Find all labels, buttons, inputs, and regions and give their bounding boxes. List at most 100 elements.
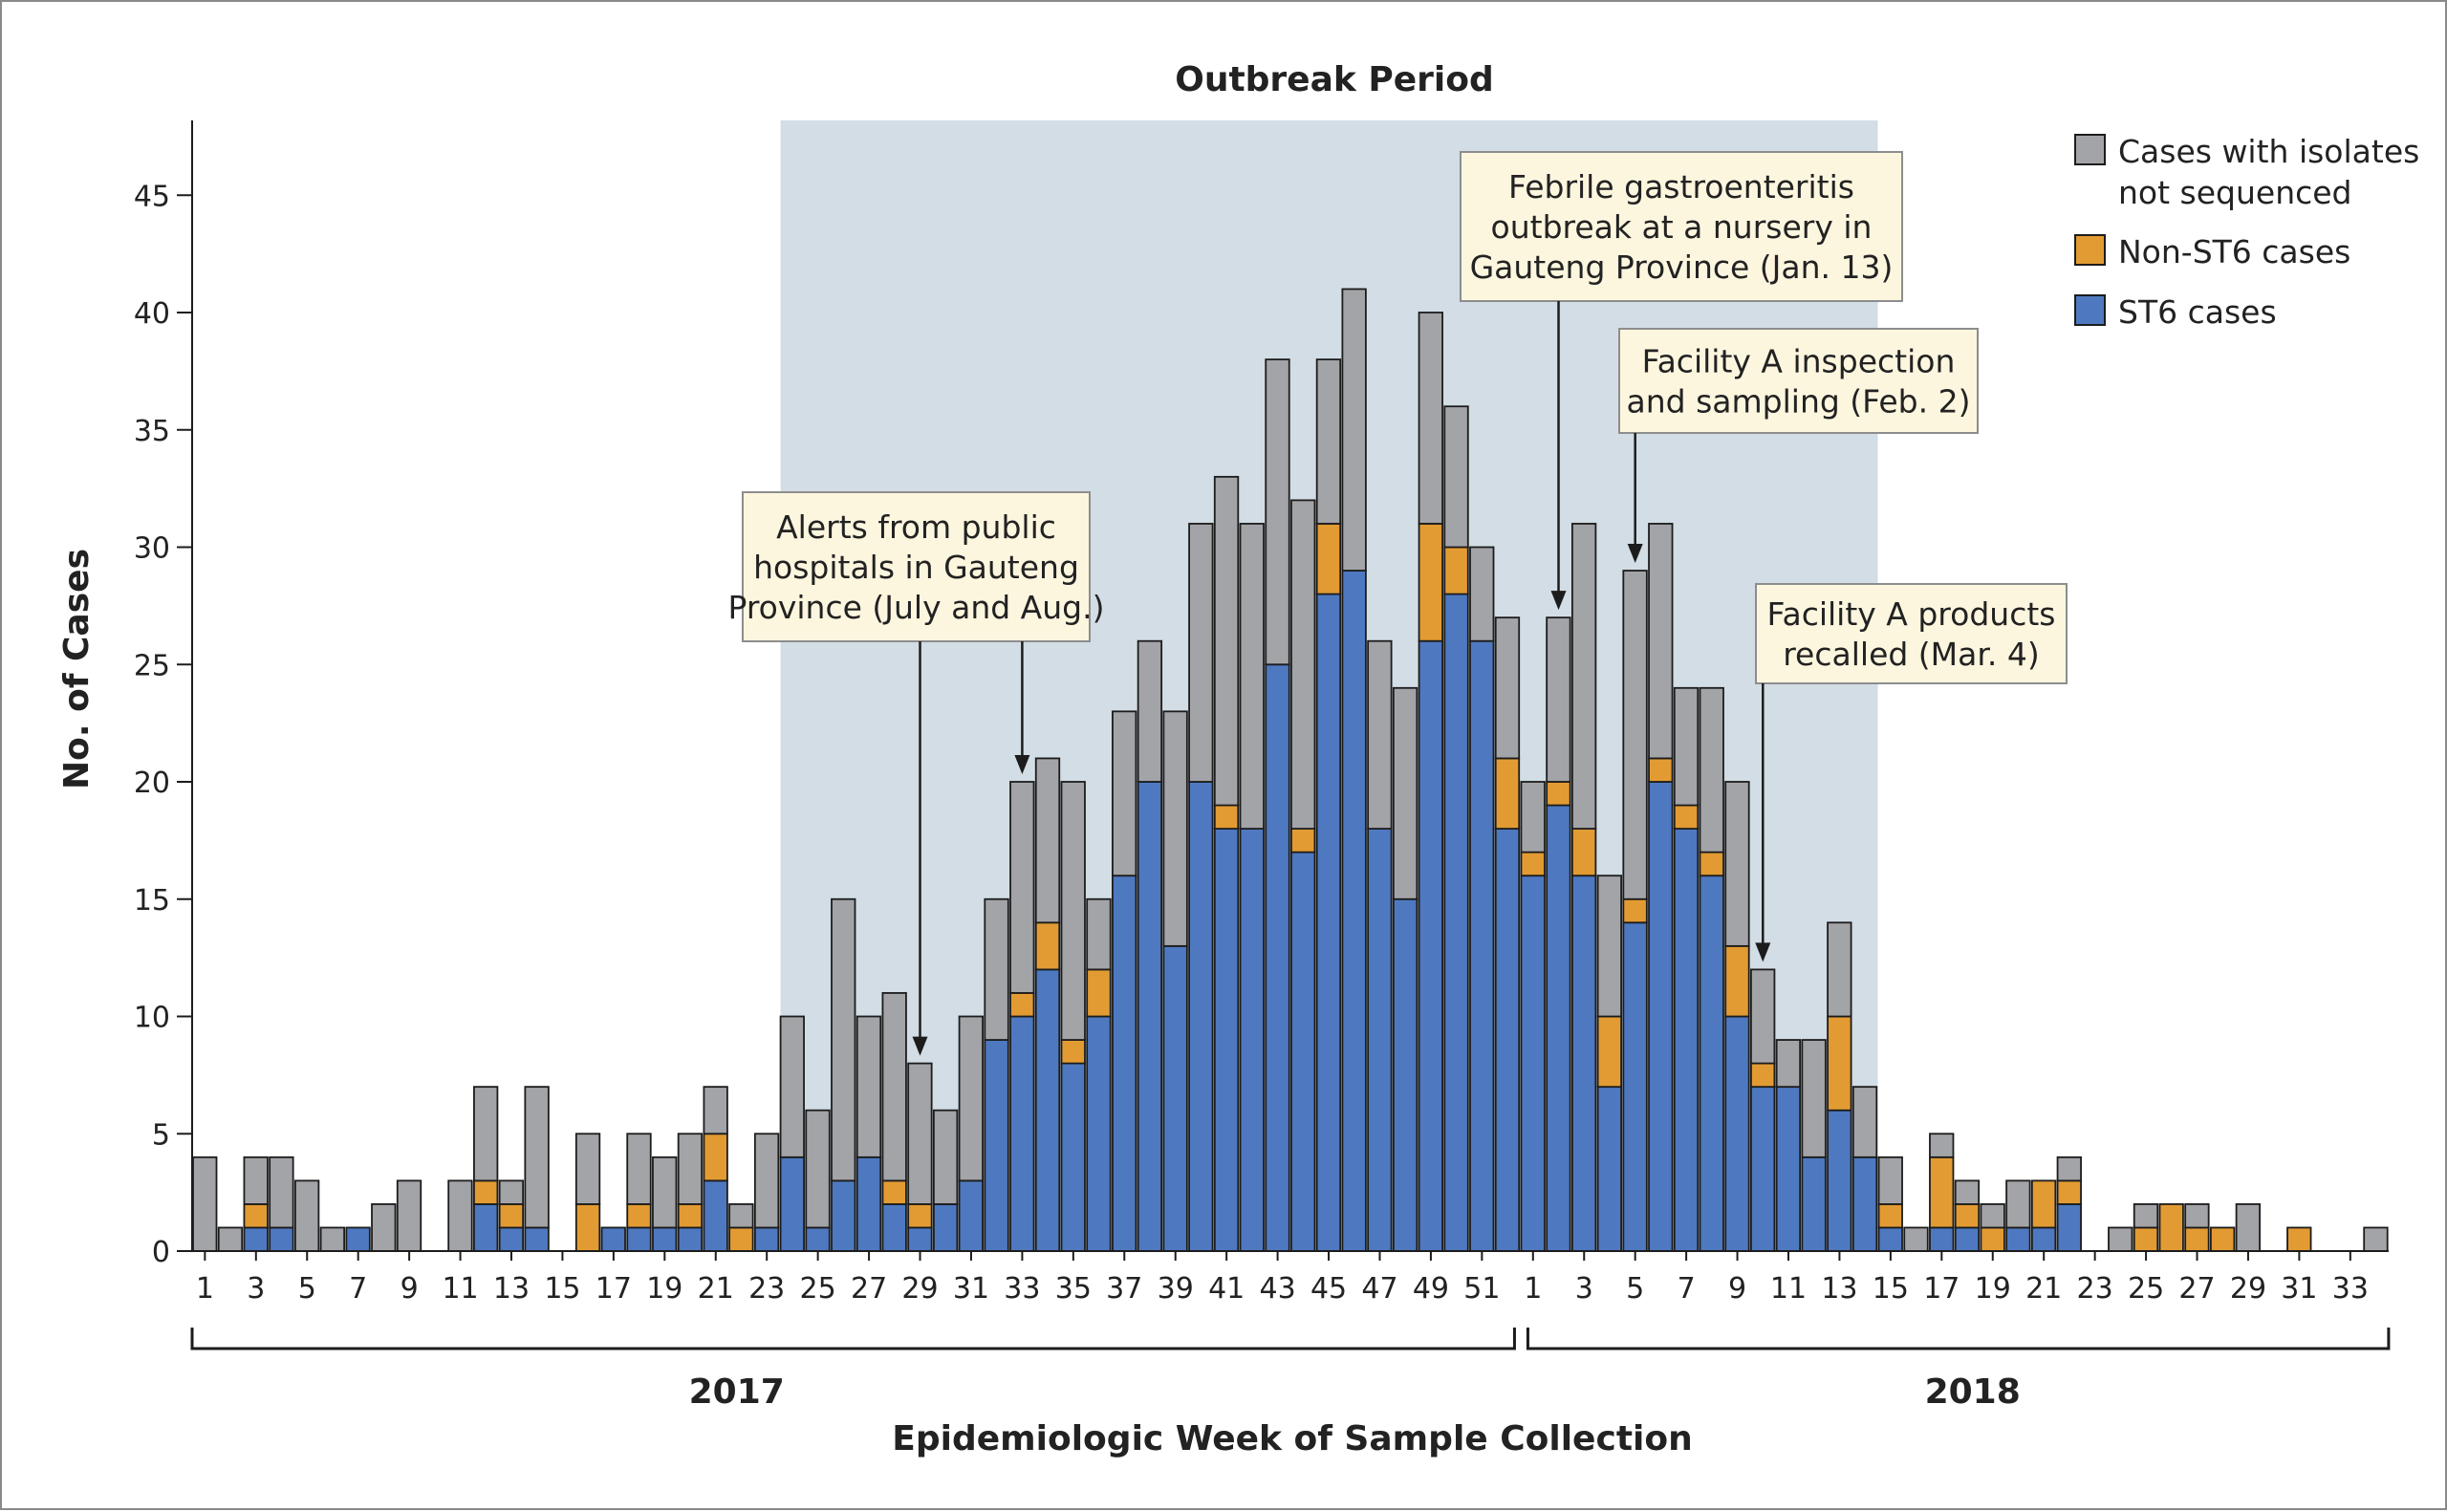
bar-st6 bbox=[1034, 968, 1061, 1252]
bar-not-sequenced bbox=[1494, 616, 1521, 760]
bar-st6 bbox=[1851, 1156, 1878, 1252]
bar-st6 bbox=[703, 1179, 728, 1252]
bar-not-sequenced bbox=[805, 1109, 831, 1229]
x-tick-label: 47 bbox=[1361, 1272, 1397, 1306]
y-tick-label: 45 bbox=[134, 180, 170, 213]
bar-not-sequenced bbox=[855, 1015, 882, 1158]
bar-st6 bbox=[779, 1156, 805, 1252]
y-tick-label: 0 bbox=[152, 1236, 170, 1269]
bar-not-sequenced bbox=[498, 1179, 525, 1205]
bar-not-sequenced bbox=[1137, 639, 1163, 783]
bar-non-st6 bbox=[2133, 1226, 2159, 1252]
bar-st6 bbox=[1367, 828, 1393, 1252]
legend-label: Cases with isolates bbox=[2118, 133, 2419, 170]
bar-non-st6 bbox=[677, 1203, 704, 1229]
bar-st6 bbox=[524, 1226, 550, 1252]
bar-non-st6 bbox=[1750, 1062, 1776, 1089]
bar-not-sequenced bbox=[293, 1179, 320, 1252]
bar-not-sequenced bbox=[1469, 546, 1495, 642]
bar-st6 bbox=[652, 1226, 678, 1252]
annotation-arrowhead bbox=[1627, 544, 1643, 564]
bar-non-st6 bbox=[881, 1179, 907, 1205]
x-tick-label: 51 bbox=[1463, 1272, 1500, 1306]
bar-not-sequenced bbox=[1596, 875, 1622, 1018]
bar-non-st6 bbox=[1724, 944, 1750, 1018]
annotation-text: and sampling (Feb. 2) bbox=[1627, 383, 1971, 421]
bar-not-sequenced bbox=[1315, 358, 1342, 525]
bar-st6 bbox=[1213, 828, 1240, 1252]
bar-not-sequenced bbox=[1775, 1039, 1802, 1089]
bar-st6 bbox=[1239, 828, 1265, 1252]
bar-non-st6 bbox=[1315, 523, 1342, 595]
bar-not-sequenced bbox=[1622, 570, 1648, 900]
bar-non-st6 bbox=[243, 1203, 269, 1229]
bar-st6 bbox=[1188, 781, 1214, 1252]
bar-not-sequenced bbox=[932, 1109, 959, 1205]
x-tick-label: 43 bbox=[1260, 1272, 1296, 1306]
x-axis-title: Epidemiologic Week of Sample Collection bbox=[892, 1419, 1692, 1458]
annotation-arrowhead bbox=[912, 1036, 928, 1056]
bar-not-sequenced bbox=[1750, 968, 1776, 1065]
bar-non-st6 bbox=[626, 1203, 652, 1229]
x-tick-label: 29 bbox=[2230, 1272, 2266, 1306]
x-tick-label: 17 bbox=[1923, 1272, 1960, 1306]
x-tick-label: 25 bbox=[800, 1272, 836, 1306]
bar-not-sequenced bbox=[779, 1015, 805, 1158]
bar-not-sequenced bbox=[1801, 1039, 1827, 1158]
bar-st6 bbox=[1570, 875, 1597, 1252]
legend-swatch bbox=[2074, 234, 2106, 266]
bar-non-st6 bbox=[1980, 1226, 2005, 1252]
bar-st6 bbox=[1494, 828, 1521, 1252]
bar-st6 bbox=[2056, 1203, 2082, 1252]
x-tick-label: 29 bbox=[901, 1272, 938, 1306]
bar-not-sequenced bbox=[269, 1156, 294, 1229]
bar-not-sequenced bbox=[2133, 1203, 2159, 1229]
bar-not-sequenced bbox=[192, 1156, 218, 1252]
x-tick-label: 7 bbox=[1678, 1272, 1696, 1306]
bar-non-st6 bbox=[2056, 1179, 2082, 1205]
bar-not-sequenced bbox=[703, 1086, 728, 1135]
bar-non-st6 bbox=[1596, 1015, 1622, 1089]
bar-st6 bbox=[907, 1226, 933, 1252]
legend-label: not sequenced bbox=[2118, 174, 2352, 211]
x-tick-label: 31 bbox=[953, 1272, 989, 1306]
bar-st6 bbox=[1060, 1062, 1086, 1252]
bar-st6 bbox=[1724, 1015, 1750, 1252]
bar-st6 bbox=[1520, 875, 1546, 1252]
bar-not-sequenced bbox=[1954, 1179, 1981, 1205]
bar-not-sequenced bbox=[1570, 523, 1597, 831]
bar-non-st6 bbox=[1418, 523, 1443, 642]
bar-not-sequenced bbox=[1546, 616, 1571, 783]
bar-st6 bbox=[1315, 593, 1342, 1252]
bar-st6 bbox=[1699, 875, 1724, 1252]
bar-not-sequenced bbox=[1851, 1086, 1878, 1158]
bar-not-sequenced bbox=[1699, 686, 1724, 853]
bar-st6 bbox=[1877, 1226, 1903, 1252]
bar-not-sequenced bbox=[1724, 781, 1750, 947]
year-label: 2017 bbox=[689, 1372, 785, 1412]
bar-non-st6 bbox=[2158, 1203, 2184, 1252]
legend: Cases with isolates not sequenced Non-ST6 … bbox=[2074, 133, 2419, 331]
bar-non-st6 bbox=[907, 1203, 933, 1229]
x-tick-label: 49 bbox=[1413, 1272, 1449, 1306]
annotation-text: outbreak at a nursery in bbox=[1491, 208, 1873, 246]
bar-not-sequenced bbox=[2363, 1226, 2389, 1252]
bar-non-st6 bbox=[1060, 1039, 1086, 1065]
bar-st6 bbox=[984, 1039, 1009, 1252]
bar-non-st6 bbox=[473, 1179, 499, 1205]
bar-not-sequenced bbox=[1443, 405, 1469, 549]
bar-st6 bbox=[805, 1226, 831, 1252]
bar-not-sequenced bbox=[473, 1086, 499, 1182]
bar-non-st6 bbox=[1673, 804, 1700, 830]
annotation-text: Febrile gastroenteritis bbox=[1508, 168, 1854, 205]
x-tick-label: 11 bbox=[442, 1272, 478, 1306]
x-tick-label: 21 bbox=[698, 1272, 734, 1306]
legend-swatch bbox=[2074, 294, 2106, 326]
x-tick-label: 9 bbox=[1728, 1272, 1746, 1306]
bar-st6 bbox=[243, 1226, 269, 1252]
bar-non-st6 bbox=[1213, 804, 1240, 830]
